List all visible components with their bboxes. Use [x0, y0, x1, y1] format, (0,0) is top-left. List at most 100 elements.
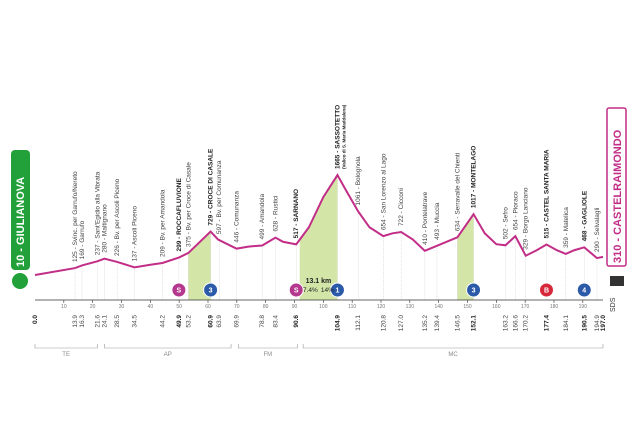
- marker: [203, 282, 219, 298]
- x-tick-label: 90: [292, 304, 298, 310]
- marker-label: 3: [209, 288, 213, 295]
- marker: [466, 282, 482, 298]
- climb-length: 13.1 km: [306, 278, 332, 285]
- x-tick-label: 60: [205, 304, 211, 310]
- km-label: 184.1: [563, 315, 570, 332]
- x-tick-label: 70: [234, 304, 240, 310]
- finish-box: [606, 107, 627, 267]
- x-tick-label: 40: [148, 304, 154, 310]
- km-label: 0.0: [32, 315, 39, 324]
- x-tick-label: 20: [90, 304, 96, 310]
- km-label: 69.9: [234, 315, 241, 328]
- km-label: 63.9: [216, 315, 223, 328]
- point-label: 169 - Garrufo: [79, 220, 86, 259]
- finish-icon: [610, 276, 624, 286]
- point-label: 280 - Maltignano: [101, 204, 108, 253]
- point-label: 290 - Selvalagli: [594, 208, 601, 252]
- region-label: FM: [263, 352, 272, 358]
- point-label: 209 - Bv. per Amandola: [159, 189, 166, 257]
- km-label: 13.9: [72, 315, 79, 328]
- point-label: 729 - CROCE DI CASALE: [208, 148, 215, 226]
- climb-max: 14%: [321, 287, 334, 294]
- finish-label: 310 - CASTELRAIMONDO: [612, 129, 624, 263]
- start-icon: [12, 273, 28, 289]
- point-label: 299 - ROCCAFLUVIONE: [176, 178, 183, 252]
- km-label: 21.6: [94, 315, 101, 328]
- x-tick-label: 130: [406, 304, 415, 310]
- km-label: 127.0: [398, 315, 405, 332]
- region-label: AP: [164, 352, 172, 358]
- marker: [288, 282, 304, 298]
- point-label: 125 - Svinc. per Garrufo/Nereto: [72, 171, 79, 262]
- marker-label: S: [294, 288, 299, 295]
- x-tick-label: 120: [377, 304, 386, 310]
- km-label: 197.0: [600, 315, 607, 332]
- point-label: 446 - Comunanza: [234, 191, 241, 243]
- point-label: 1061 - Bolognola: [355, 156, 362, 206]
- km-label: 53.2: [185, 315, 192, 328]
- x-tick-label: 140: [434, 304, 443, 310]
- region-label: TE: [62, 352, 70, 358]
- marker: [576, 282, 592, 298]
- point-label: 654 - San Lorenzo al Lago: [380, 153, 387, 230]
- point-label: 634 - Serravalle del Chienti: [454, 153, 461, 231]
- point-label: 1665 - SASSOTETTO: [334, 105, 341, 169]
- point-label: 597 - Bv. per Comunanza: [216, 160, 223, 234]
- start-label: 10 - GIULIANOVA: [15, 177, 27, 267]
- km-label: 112.1: [355, 315, 362, 331]
- point-sublabel: (Valico di S. Maria Maddalena): [341, 104, 346, 169]
- point-label: 237 - Sant'Egidio alla Vibrata: [94, 171, 101, 255]
- point-label: 722 - Cicconi: [398, 188, 405, 226]
- km-label: 44.2: [159, 315, 166, 328]
- x-tick-label: 160: [492, 304, 501, 310]
- climb-area: [457, 214, 474, 300]
- x-tick-label: 110: [348, 304, 356, 310]
- point-label: 515 - CASTEL SANTA MARIA: [543, 149, 550, 238]
- point-label: 493 - Muccia: [434, 202, 441, 240]
- km-label: 152.1: [471, 315, 478, 332]
- point-label: 329 - Borgo Lanciano: [523, 187, 530, 250]
- km-label: 120.8: [380, 315, 387, 332]
- point-label: 1017 - MONTELAGO: [471, 146, 478, 208]
- km-label: 49.9: [176, 315, 183, 328]
- km-label: 24.1: [101, 315, 108, 328]
- point-label: 137 - Ascoli Piceno: [131, 206, 138, 262]
- km-label: 146.5: [454, 315, 461, 332]
- km-label: 78.8: [259, 315, 266, 328]
- marker-label: 1: [335, 288, 339, 295]
- x-tick-label: 150: [463, 304, 472, 310]
- marker: [329, 282, 345, 298]
- km-label: 90.6: [293, 315, 300, 328]
- point-label: 226 - Bv. per Ascoli Piceno: [114, 178, 121, 256]
- point-label: 517 - SARNANO: [293, 189, 300, 238]
- point-label: 410 - Pontelatrave: [422, 191, 429, 245]
- x-tick-label: 100: [319, 304, 328, 310]
- x-tick-label: 10: [61, 304, 67, 310]
- km-label: 16.3: [79, 315, 86, 328]
- km-label: 104.9: [334, 315, 341, 332]
- km-label: 194.9: [594, 315, 601, 332]
- x-tick-label: 190: [579, 304, 588, 310]
- km-label: 83.4: [272, 315, 279, 328]
- region-label: MC: [448, 352, 458, 358]
- point-label: 628 - Rustici: [272, 196, 279, 232]
- point-label: 468 - GAGLIOLE: [581, 190, 588, 241]
- point-label: 654 - Pioraco: [512, 191, 519, 230]
- start-box: [11, 150, 30, 270]
- profile-line: [34, 173, 604, 276]
- marker-label: 4: [582, 288, 586, 295]
- region-bracket: [237, 344, 298, 349]
- x-tick-label: 50: [176, 304, 182, 310]
- km-label: 139.4: [434, 315, 441, 332]
- km-label: 135.2: [422, 315, 429, 332]
- km-label: 28.5: [114, 315, 121, 328]
- point-label: 502 - Sefro: [503, 207, 510, 240]
- region-bracket: [104, 344, 232, 349]
- climb-area: [299, 175, 338, 300]
- side-note: SDS: [610, 297, 617, 312]
- marker: [171, 282, 187, 298]
- km-label: 163.2: [503, 315, 510, 332]
- km-label: 34.5: [131, 315, 138, 328]
- region-bracket: [302, 344, 604, 349]
